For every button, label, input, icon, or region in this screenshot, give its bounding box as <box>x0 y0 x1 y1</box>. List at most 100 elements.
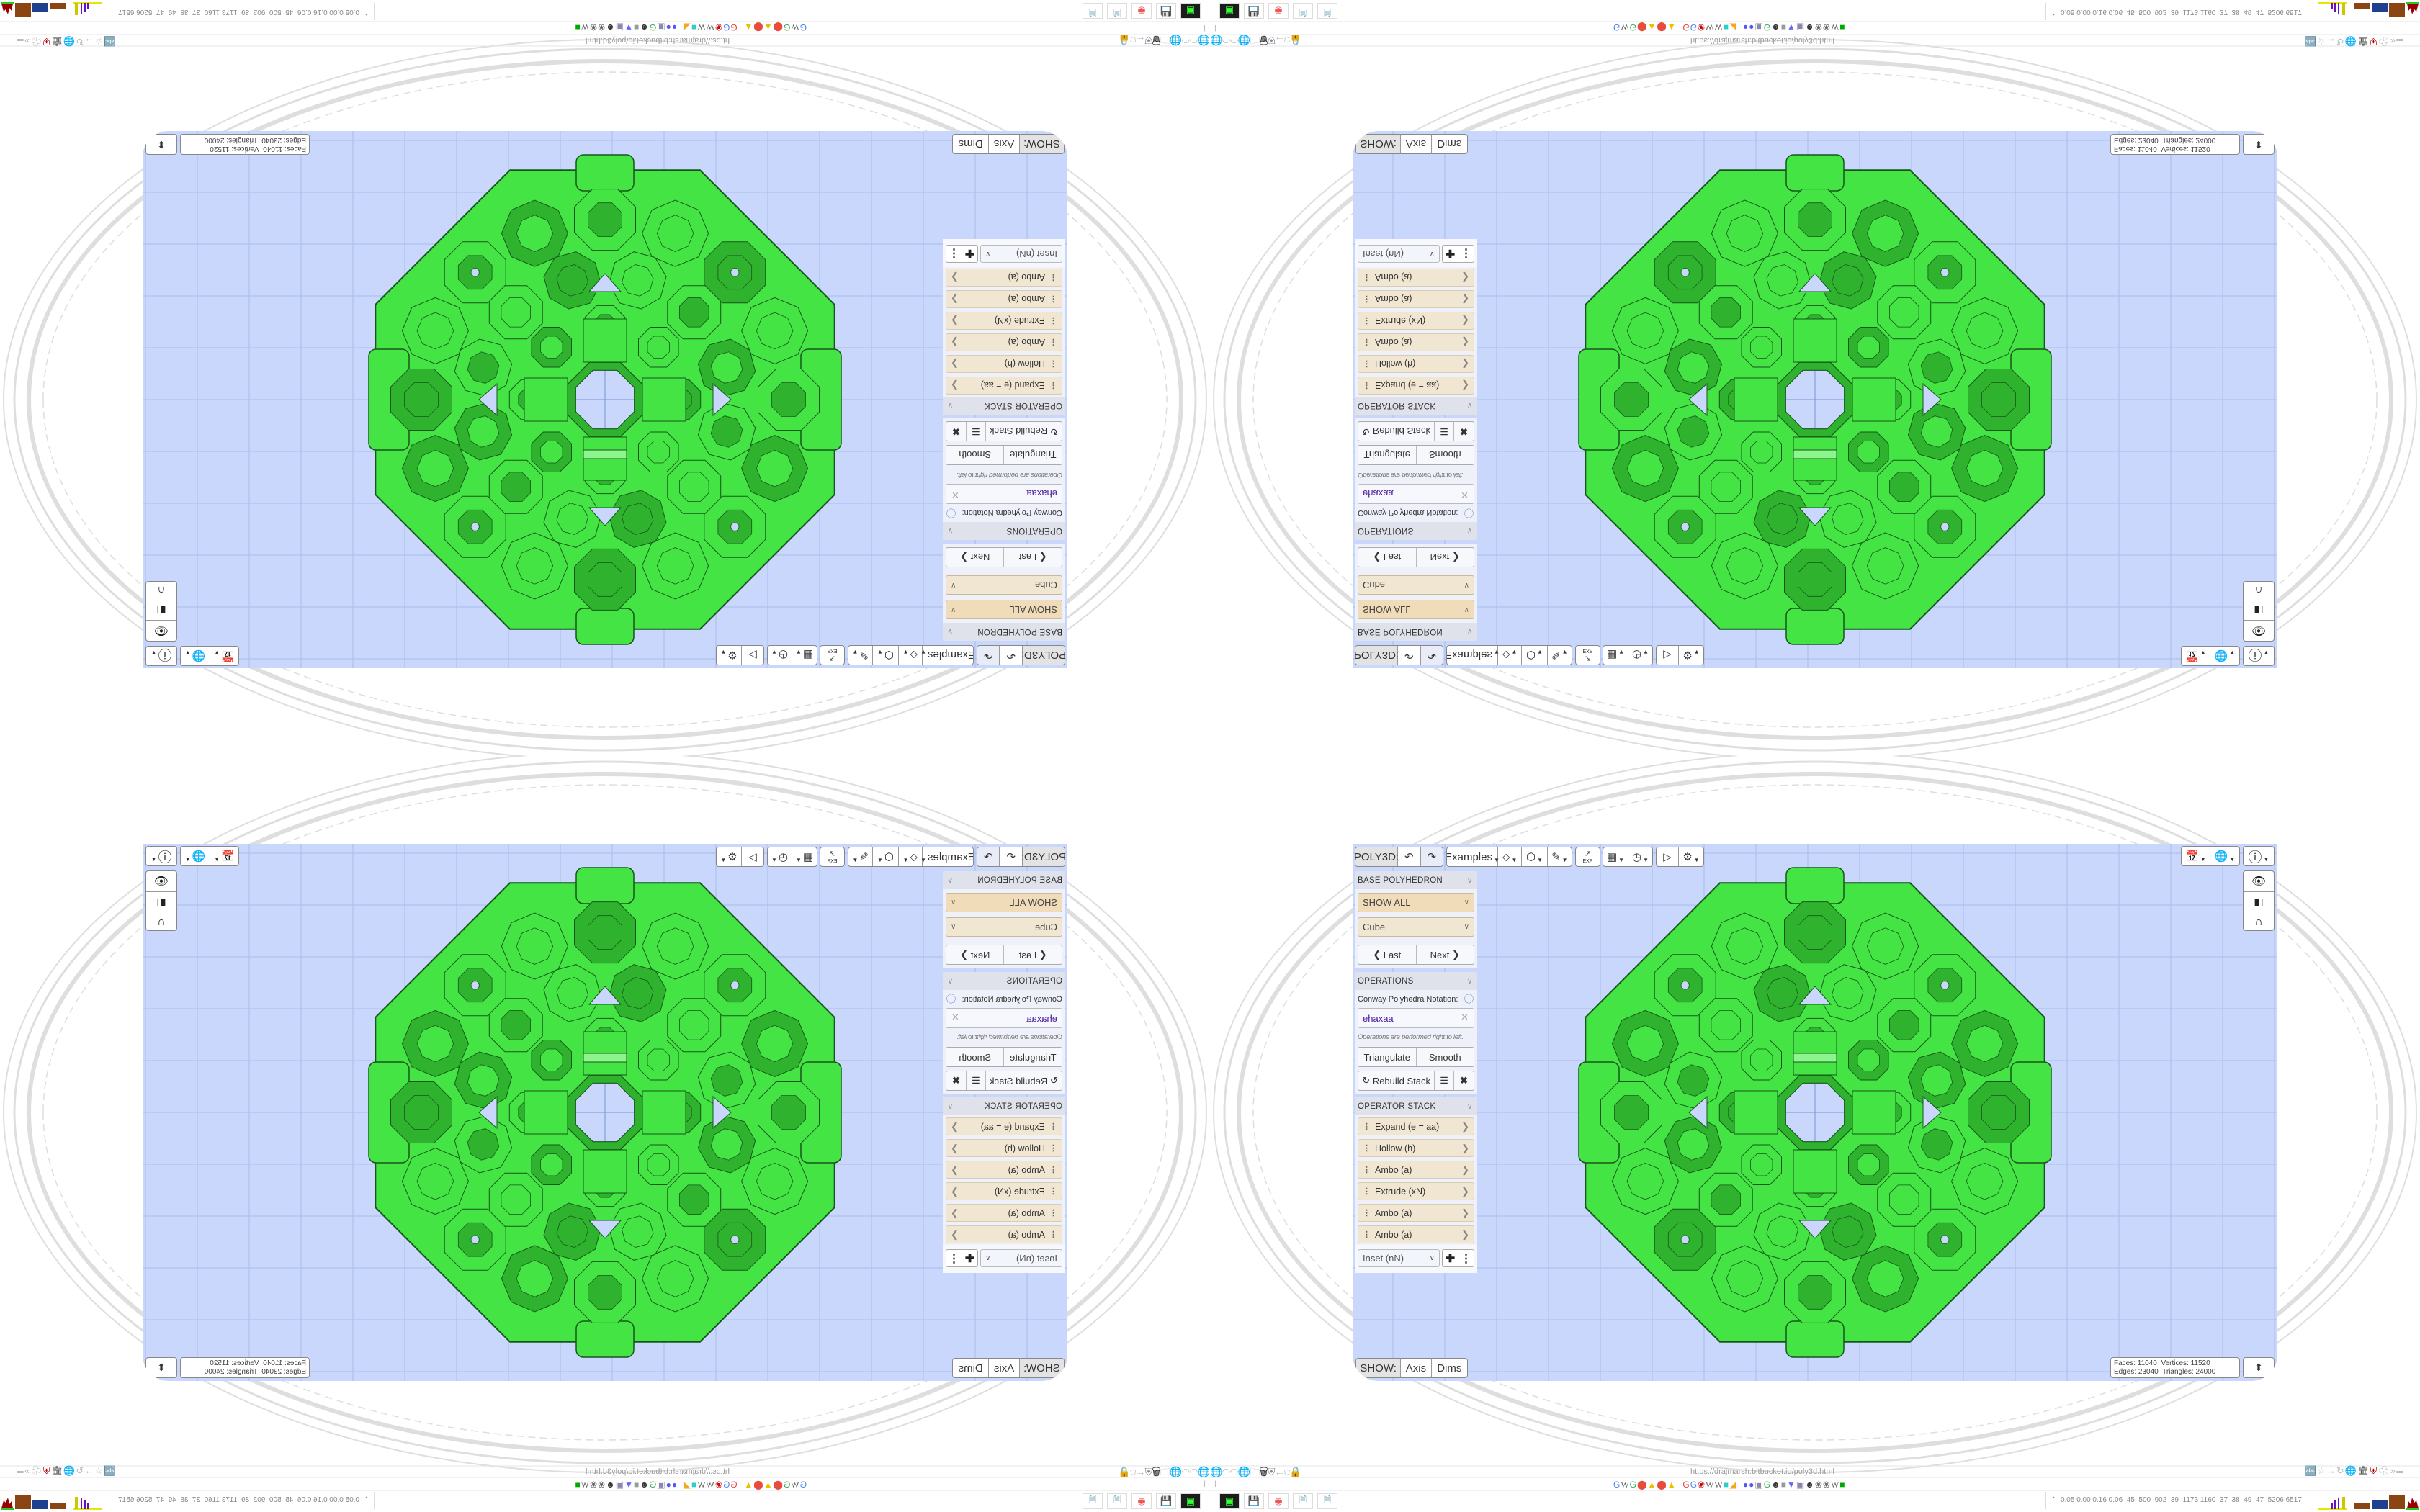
axis-toggle[interactable]: Axis <box>1401 1359 1432 1377</box>
shield-icon[interactable]: ⛨ <box>1267 1466 1275 1477</box>
pause-icon[interactable]: ‖ <box>1204 1479 1207 1489</box>
info-button[interactable]: ⓘ ▼ <box>2244 647 2274 665</box>
taskbar-app-disk-manager[interactable]: ▣ <box>1219 3 1240 19</box>
globe-button[interactable]: 🌐 ▼ <box>184 649 206 662</box>
folder-icon[interactable]: 🗀 <box>1250 1466 1260 1477</box>
snap-button[interactable]: ∩ <box>146 912 176 932</box>
play-button[interactable]: ▷ <box>1657 847 1680 866</box>
operator-stack-item[interactable]: ⋮ Ambo (a) ❯ <box>1358 290 1474 308</box>
trash-icon[interactable]: 🗑 <box>1152 35 1161 46</box>
calendar-clock-button[interactable]: 📅 ▼ <box>209 847 238 865</box>
calendar-button[interactable]: ▦ ▼ <box>792 646 817 665</box>
last-button[interactable]: ❮ Last <box>1358 548 1417 567</box>
base-polyhedron-header[interactable]: BASE POLYHEDRON ∨ <box>1355 871 1477 889</box>
taskbar-app-firefox[interactable]: ◉ <box>1131 1493 1152 1509</box>
redo-button[interactable]: ↷ <box>977 847 1000 866</box>
pause-icon[interactable]: ‖ <box>1213 1479 1216 1489</box>
toggle-button[interactable]: ◧ <box>146 600 176 620</box>
edit-button[interactable]: ✎ ▼ <box>1551 851 1568 863</box>
drag-handle-icon[interactable]: ⋮ <box>1363 1209 1371 1218</box>
globe-button[interactable]: 🌐 ▼ <box>184 850 206 863</box>
polyhedron-model[interactable] <box>143 844 1067 1381</box>
gauge-icon[interactable]: ◠ <box>1229 35 1238 46</box>
cube-button[interactable]: ⬡ ▼ <box>872 847 898 866</box>
chevron-right-icon[interactable]: ❯ <box>951 315 959 327</box>
operator-stack-item[interactable]: ⋮ Expand (e = aa) ❯ <box>946 1117 1062 1135</box>
globe-icon[interactable]: 🌐 <box>1198 1466 1210 1477</box>
paint-button[interactable]: ⬦ ▼ <box>897 646 922 665</box>
axis-toggle[interactable]: Axis <box>988 1359 1019 1377</box>
redo-button[interactable]: ↷ <box>1420 847 1443 866</box>
polyhedron-shape-select[interactable]: Cube ∨ <box>946 917 1062 937</box>
shield-icon[interactable]: ⛨ <box>1145 1466 1153 1477</box>
operator-stack-item[interactable]: ⋮ Ambo (a) ❯ <box>946 290 1062 308</box>
taskbar-app-disk-manager[interactable]: ▣ <box>1180 3 1201 19</box>
polyhedron-filter-select[interactable]: SHOW ALL ∨ <box>946 600 1062 619</box>
pause-icon[interactable]: ‖ <box>1213 23 1216 33</box>
base-polyhedron-header[interactable]: BASE POLYHEDRON ∨ <box>943 871 1065 889</box>
bookmarks-bar[interactable]: GWG⬤▲⬤▲ GG❀WW■◢ ●●▣G☻■▼▣☻❀❀W■ <box>574 1480 807 1490</box>
globe-button[interactable]: 🌐 ▼ <box>2214 850 2236 863</box>
operator-stack-item[interactable]: ⋮ Ambo (a) ❯ <box>1358 333 1474 351</box>
visibility-button[interactable]: 👁 <box>2244 871 2274 892</box>
polyhedron-model[interactable] <box>1353 844 2277 1381</box>
operator-select[interactable]: Inset (nN) ∨ <box>1358 245 1440 263</box>
examples-dropdown[interactable]: Examples ▼ <box>920 646 974 665</box>
operator-stack-item[interactable]: ⋮ Extrude (xN) ❯ <box>946 1182 1062 1200</box>
chevron-right-icon[interactable]: ❯ <box>1461 359 1469 370</box>
toggle-button[interactable]: ◧ <box>2244 892 2274 912</box>
chevron-right-icon[interactable]: ❯ <box>1461 1120 1469 1132</box>
undo-button[interactable]: ↶ <box>1398 847 1421 866</box>
clear-stack-button[interactable]: ✖ <box>1454 422 1474 441</box>
chevron-right-icon[interactable]: ❯ <box>951 1164 959 1175</box>
operator-menu-button[interactable]: ⋮ <box>1458 246 1474 262</box>
globe-icon[interactable]: 🌐 <box>1237 1466 1250 1477</box>
add-operator-button[interactable]: ✚ <box>1443 246 1458 262</box>
gauge-icon[interactable]: ◠ <box>1190 1466 1198 1477</box>
drag-handle-icon[interactable]: ⋮ <box>1363 1144 1371 1153</box>
edit-button[interactable]: ✎ ▼ <box>852 851 869 863</box>
export-button[interactable]: ↗ EXP <box>1576 646 1600 665</box>
rebuild-stack-button[interactable]: ↻ Rebuild Stack <box>985 1071 1062 1090</box>
gauge-icon[interactable]: ◠ <box>1222 1466 1230 1477</box>
clock-button[interactable]: ◷ ▼ <box>1631 851 1649 863</box>
polyhedron-model[interactable] <box>143 131 1067 668</box>
operations-header[interactable]: OPERATIONS ∨ <box>943 522 1065 540</box>
drag-handle-icon[interactable]: ⋮ <box>1049 1166 1057 1174</box>
taskbar-app-notepad[interactable]: 🗎 <box>1083 1493 1103 1509</box>
add-operator-button[interactable]: ✚ <box>962 246 977 262</box>
notation-input[interactable]: ehaxaa ✕ <box>946 484 1062 504</box>
chevron-right-icon[interactable]: ❯ <box>1461 1185 1469 1197</box>
reset-view-button[interactable]: ⬍ <box>146 135 176 154</box>
play-button[interactable]: ▷ <box>1657 646 1680 665</box>
chevron-right-icon[interactable]: ❯ <box>951 337 959 348</box>
export-button[interactable]: ↗ EXP <box>1576 847 1600 866</box>
drag-handle-icon[interactable]: ⋮ <box>1049 1230 1057 1239</box>
operator-stack-item[interactable]: ⋮ Ambo (a) ❯ <box>1358 1161 1474 1179</box>
add-operator-button[interactable]: ✚ <box>962 1250 977 1266</box>
operator-stack-item[interactable]: ⋮ Ambo (a) ❯ <box>946 269 1062 287</box>
chevron-right-icon[interactable]: ❯ <box>1461 380 1469 392</box>
cube-button[interactable]: ⬡ ▼ <box>1522 847 1548 866</box>
smooth-button[interactable]: Smooth <box>959 1051 992 1063</box>
drag-handle-icon[interactable]: ⋮ <box>1363 381 1371 390</box>
operator-stack-header[interactable]: OPERATOR STACK ∨ <box>943 1097 1065 1115</box>
chevron-right-icon[interactable]: ❯ <box>1461 272 1469 284</box>
operator-menu-button[interactable]: ⋮ <box>1458 1250 1474 1266</box>
pause-icon[interactable]: ‖ <box>1204 23 1207 33</box>
edit-button[interactable]: ✎ ▼ <box>1551 649 1568 661</box>
operator-stack-header[interactable]: OPERATOR STACK ∨ <box>1355 1097 1477 1115</box>
globe-icon[interactable]: 🌐 <box>1210 1466 1222 1477</box>
gauge-icon[interactable]: ◠ <box>1222 35 1230 46</box>
polyhedron-shape-select[interactable]: Cube ∨ <box>1358 917 1474 937</box>
rebuild-stack-button[interactable]: ↻ Rebuild Stack <box>1358 1071 1435 1090</box>
operator-stack-item[interactable]: ⋮ Ambo (a) ❯ <box>946 1161 1062 1179</box>
clock-button[interactable]: ◷ ▼ <box>771 851 789 863</box>
chevron-right-icon[interactable]: ❯ <box>951 359 959 370</box>
chevron-right-icon[interactable]: ❯ <box>951 1228 959 1240</box>
shield-icon[interactable]: ⛨ <box>1145 35 1153 46</box>
clear-stack-button[interactable]: ✖ <box>946 1071 966 1090</box>
operations-header[interactable]: OPERATIONS ∨ <box>943 972 1065 990</box>
drag-handle-icon[interactable]: ⋮ <box>1363 1187 1371 1196</box>
axis-toggle[interactable]: Axis <box>988 135 1019 153</box>
